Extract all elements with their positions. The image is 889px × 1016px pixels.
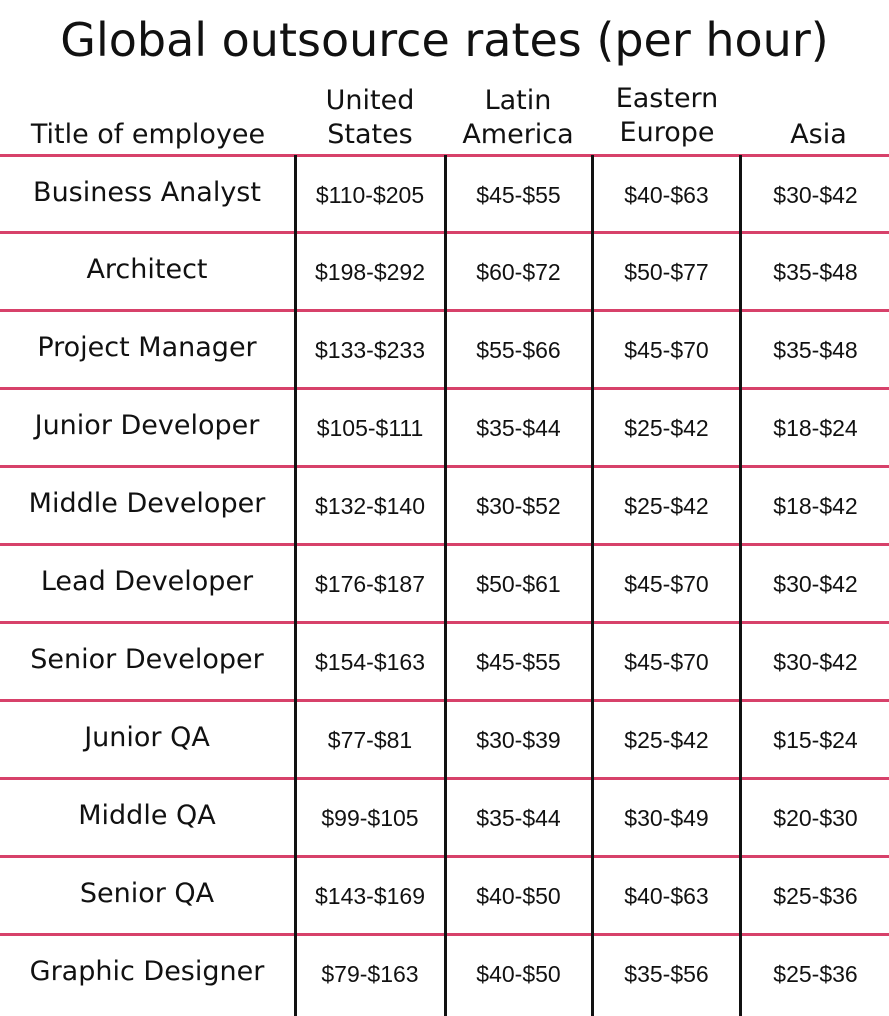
rate-cell: $20-$30 [773,805,858,831]
rate-cell: $110-$205 [315,182,425,208]
rate-cell: $18-$24 [773,415,858,441]
rate-cell: $45-$70 [624,337,709,363]
employee-title-cell: Junior Developer [34,410,260,441]
column-header-latin-america: Latin America [462,85,574,150]
rate-cell: $133-$233 [315,337,425,363]
rate-cell: $40-$63 [624,883,709,909]
rate-cell: $132-$140 [315,493,425,519]
rate-cell: $30-$42 [773,182,858,208]
rate-cell: $55-$66 [476,337,561,363]
rate-cell: $45-$55 [476,182,561,208]
rate-cell: $18-$42 [773,493,858,519]
rate-cell: $35-$44 [476,415,561,441]
rate-cell: $77-$81 [327,727,413,753]
column-divider [294,155,297,1016]
rate-cell: $143-$169 [315,883,425,909]
rate-cell: $50-$77 [624,259,709,285]
rate-cell: $45-$70 [624,571,709,597]
rate-cell: $30-$39 [476,727,561,753]
rate-cell: $40-$63 [624,182,709,208]
rate-cell: $25-$36 [773,883,858,909]
rate-cell: $45-$55 [476,649,561,675]
rate-cell: $40-$50 [476,883,561,909]
rate-cell: $15-$24 [773,727,858,753]
employee-title-cell: Architect [86,254,208,285]
employee-title-cell: Graphic Designer [29,956,265,987]
rate-cell: $30-$42 [773,571,858,597]
rate-cell: $99-$105 [321,805,419,831]
employee-title-cell: Senior Developer [30,644,264,675]
rate-cell: $30-$42 [773,649,858,675]
column-header-united-states: United States [325,85,415,150]
rate-cell: $40-$50 [476,961,561,987]
column-divider [739,155,742,1016]
rate-cell: $154-$163 [315,649,425,675]
rate-cell: $30-$52 [476,493,561,519]
column-divider [591,155,594,1016]
rate-cell: $25-$42 [624,493,709,519]
rate-cell: $30-$49 [624,805,709,831]
rate-cell: $79-$163 [321,961,419,987]
rate-cell: $25-$42 [624,415,709,441]
rate-cell: $176-$187 [315,571,425,597]
rate-cell: $45-$70 [624,649,709,675]
employee-title-cell: Business Analyst [33,177,261,208]
employee-title-cell: Middle QA [78,800,216,831]
employee-title-cell: Middle Developer [28,488,266,519]
rate-cell: $60-$72 [476,259,561,285]
rate-cell: $35-$48 [773,337,858,363]
rate-cell: $25-$42 [624,727,709,753]
rate-cell: $25-$36 [773,961,858,987]
employee-title-cell: Lead Developer [40,566,254,597]
chart-title: Global outsource rates (per hour) [60,13,829,67]
employee-title-cell: Project Manager [37,332,257,363]
rate-cell: $198-$292 [315,259,425,285]
employee-title-cell: Senior QA [79,878,215,909]
rate-cell: $105-$111 [316,415,424,441]
rate-cell: $35-$56 [624,961,709,987]
column-header-eastern-europe: Eastern Europe [615,83,719,148]
rate-cell: $35-$44 [476,805,561,831]
column-divider [444,155,447,1016]
employee-title-cell: Junior QA [84,722,210,753]
column-header-title: Title of employee [30,119,266,150]
rate-cell: $50-$61 [476,571,561,597]
column-header-asia: Asia [790,119,847,150]
rate-cell: $35-$48 [773,259,858,285]
